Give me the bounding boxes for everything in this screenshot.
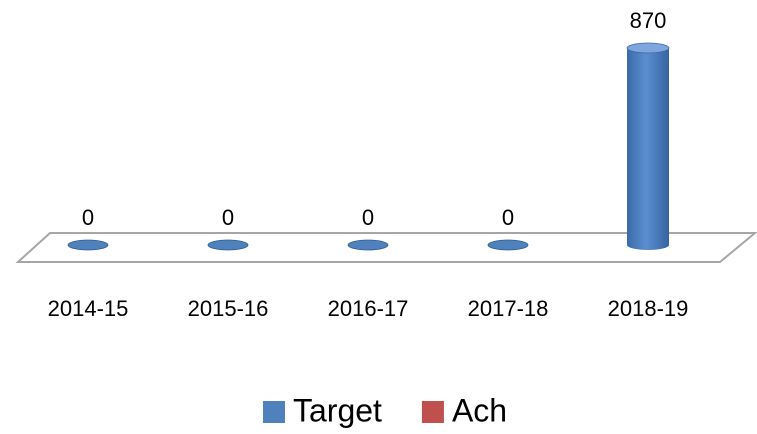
x-tick-label: 2014-15 [48,296,129,321]
legend: Target Ach [263,392,507,428]
data-label: 870 [630,8,667,33]
data-label: 0 [362,205,374,230]
data-label: 0 [82,205,94,230]
bar [207,239,249,251]
x-tick-label: 2018-19 [608,296,689,321]
floor [15,232,757,263]
legend-label: Ach [452,392,507,428]
bar [487,239,529,251]
legend-label: Target [293,392,382,428]
bar [627,48,669,250]
data-label: 0 [222,205,234,230]
bar [347,239,389,251]
x-tick-label: 2017-18 [468,296,549,321]
legend-swatch [263,401,285,423]
data-label: 0 [502,205,514,230]
legend-swatch [421,401,444,423]
x-tick-label: 2016-17 [328,296,409,321]
bar-top [626,42,670,54]
bar [67,239,109,251]
x-tick-label: 2015-16 [188,296,269,321]
